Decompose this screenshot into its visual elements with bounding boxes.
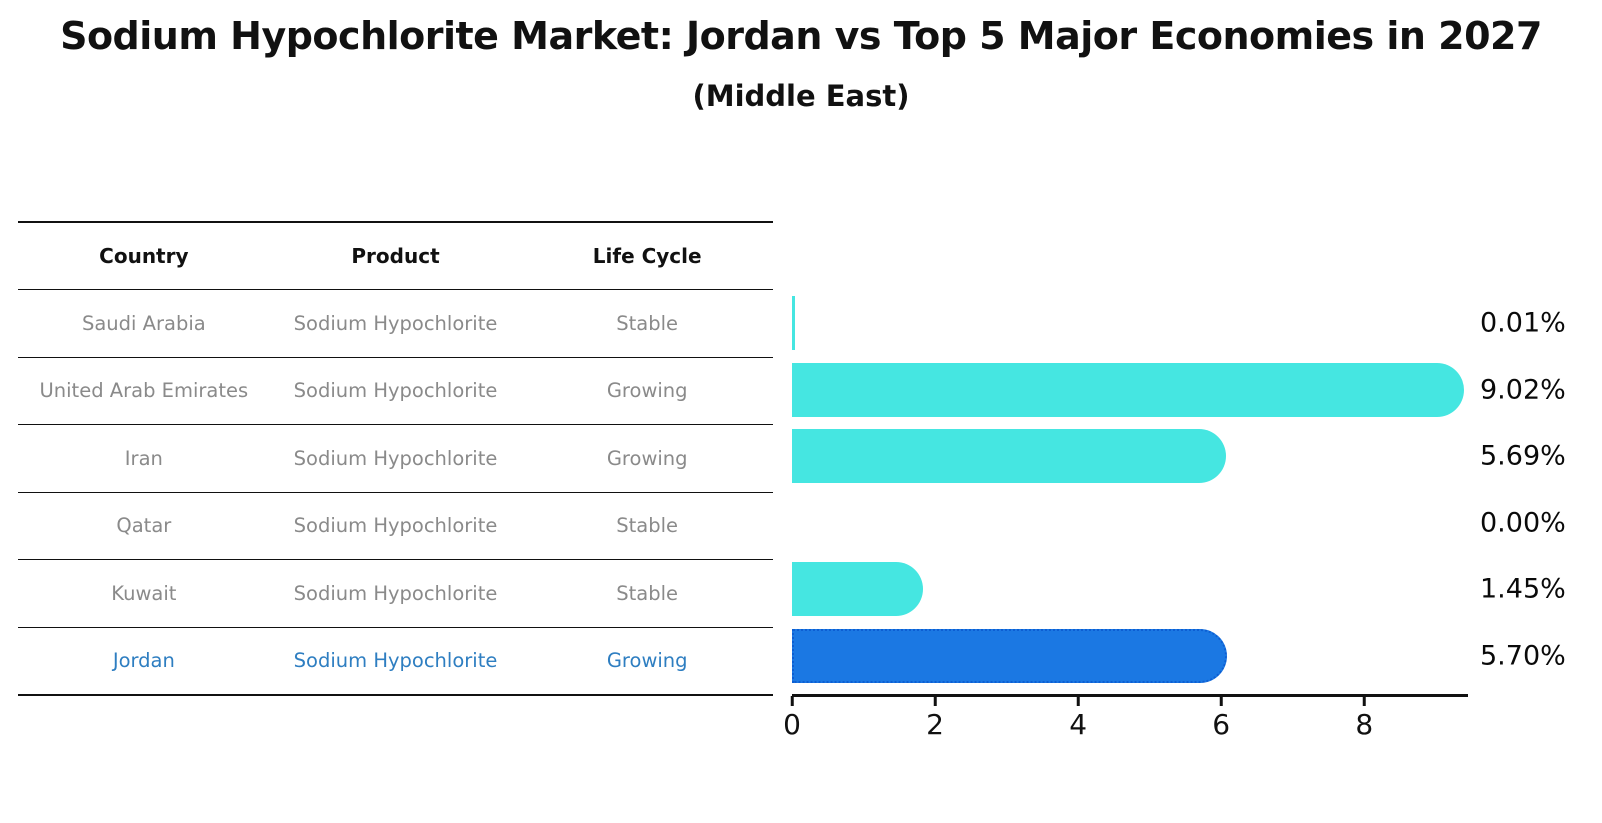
life-cycle-cell: Growing bbox=[606, 446, 688, 470]
country-cell: United Arab Emirates bbox=[39, 379, 249, 403]
country-cell: Iran bbox=[124, 446, 163, 470]
table-header-row: Country Product Life Cycle bbox=[18, 223, 773, 289]
value-label: 5.69% bbox=[1480, 440, 1566, 472]
bar bbox=[792, 562, 923, 617]
x-axis-tick bbox=[1363, 696, 1366, 706]
life-cycle-cell: Stable bbox=[616, 311, 679, 335]
table-row: Kuwait Sodium Hypochlorite Stable bbox=[18, 559, 773, 627]
bar bbox=[792, 429, 1227, 484]
page-title: Sodium Hypochlorite Market: Jordan vs To… bbox=[60, 14, 1542, 58]
page-subtitle: (Middle East) bbox=[692, 79, 910, 113]
x-axis bbox=[792, 694, 1468, 697]
x-axis-tick-label: 2 bbox=[926, 708, 944, 741]
product-cell: Sodium Hypochlorite bbox=[293, 311, 498, 335]
x-axis-tick-label: 4 bbox=[1069, 708, 1088, 741]
product-cell: Sodium Hypochlorite bbox=[293, 581, 498, 605]
life-cycle-cell: Growing bbox=[606, 649, 688, 673]
value-label: 0.01% bbox=[1480, 307, 1566, 339]
column-header: Product bbox=[351, 244, 440, 268]
product-cell: Sodium Hypochlorite bbox=[293, 649, 498, 673]
x-axis-tick bbox=[1076, 696, 1080, 706]
country-table: Country Product Life Cycle Saudi Arabia Sod… bbox=[18, 221, 773, 696]
x-axis-tick-label: 6 bbox=[1212, 708, 1231, 741]
bar bbox=[792, 362, 1465, 417]
country-cell: Kuwait bbox=[111, 581, 177, 605]
country-cell: Saudi Arabia bbox=[81, 311, 206, 335]
x-axis-tick bbox=[1219, 696, 1223, 706]
product-cell: Sodium Hypochlorite bbox=[293, 514, 498, 538]
x-axis-tick bbox=[790, 696, 794, 706]
life-cycle-cell: Stable bbox=[616, 514, 679, 538]
bar-jordan-highlight bbox=[792, 628, 1227, 683]
x-axis-tick-label: 8 bbox=[1355, 708, 1374, 741]
product-cell: Sodium Hypochlorite bbox=[293, 379, 498, 403]
bar-chart: 0.01% 9.02% 5.69% 0.00% 1.45% 5.70% 0 2 4 6 8 bbox=[783, 290, 1566, 741]
value-label: 5.70% bbox=[1480, 640, 1566, 672]
life-cycle-cell: Stable bbox=[616, 581, 679, 605]
table-row: Saudi Arabia Sodium Hypochlorite Stable bbox=[18, 289, 773, 357]
column-header: Country bbox=[99, 244, 189, 268]
value-label: 1.45% bbox=[1480, 573, 1566, 605]
life-cycle-cell: Growing bbox=[606, 379, 688, 403]
bar bbox=[792, 296, 795, 351]
value-label: 9.02% bbox=[1480, 374, 1566, 406]
table-row: United Arab Emirates Sodium Hypochlorite G… bbox=[18, 356, 773, 425]
product-cell: Sodium Hypochlorite bbox=[293, 446, 498, 470]
column-header: Life Cycle bbox=[592, 244, 702, 268]
value-label: 0.00% bbox=[1480, 507, 1566, 539]
country-cell: Qatar bbox=[116, 514, 172, 538]
x-axis-tick-label: 0 bbox=[783, 708, 801, 741]
table-row: Jordan Sodium Hypochlorite Growing bbox=[18, 626, 773, 695]
table-row: Iran Sodium Hypochlorite Growing bbox=[18, 424, 773, 492]
table-row: Qatar Sodium Hypochlorite Stable bbox=[18, 491, 773, 560]
x-axis-tick bbox=[933, 696, 937, 706]
country-cell: Jordan bbox=[112, 649, 175, 673]
